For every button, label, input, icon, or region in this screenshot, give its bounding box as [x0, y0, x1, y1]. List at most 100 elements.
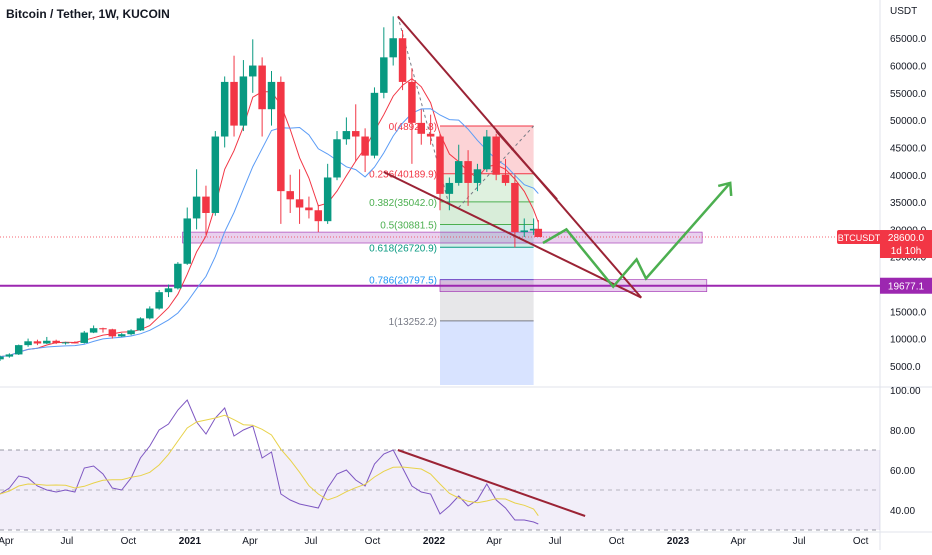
price-axis-tick: 55000.0	[890, 89, 927, 100]
candle-body	[483, 136, 491, 170]
price-axis-tick: 5000.0	[890, 362, 921, 373]
fib-level-label: 0.786(20797.5)	[369, 276, 437, 287]
candle-body	[417, 122, 426, 134]
fib-zone	[440, 224, 534, 248]
candle-body	[445, 182, 454, 194]
price-axis-currency: USDT	[890, 6, 917, 17]
candle-body	[314, 210, 323, 222]
candle-body	[295, 199, 304, 208]
rsi-line	[0, 399, 539, 525]
time-axis-tick: Apr	[0, 536, 14, 547]
candle-body	[333, 139, 341, 178]
candle-body	[511, 182, 519, 233]
fib-level-label: 0.382(35042.0)	[369, 198, 437, 209]
candle-body	[389, 38, 397, 58]
rsi-ma-line	[0, 414, 539, 516]
candle-body	[426, 133, 435, 137]
fib-level-label: 0(48922.8)	[389, 122, 437, 133]
candle-body	[408, 81, 416, 123]
price-axis-tick: 45000.0	[890, 143, 927, 154]
candle-body	[305, 207, 313, 211]
candle-body	[361, 136, 369, 156]
wedge-inner-line	[495, 130, 558, 200]
projection-path	[542, 182, 732, 289]
fib-level-label: 0.618(26720.9)	[369, 243, 437, 254]
price-axis-tick: 25000.0	[890, 253, 927, 264]
price-axis-tick: 40000.0	[890, 171, 927, 182]
candle-body	[5, 354, 14, 357]
wedge-lower-line	[383, 171, 642, 299]
candle-body	[529, 228, 538, 231]
candle-body	[43, 340, 51, 344]
price-axis-tick: 35000.0	[890, 198, 927, 209]
fib-level-label: 0.5(30881.5)	[380, 221, 437, 232]
candle-body	[258, 65, 266, 110]
candle-body	[108, 329, 117, 337]
fib-zone-extension	[440, 320, 534, 385]
candle-body	[211, 136, 220, 213]
time-axis-tick: Oct	[365, 536, 381, 547]
rsi-axis-tick: 60.00	[890, 466, 915, 477]
time-axis-tick: Oct	[853, 536, 869, 547]
fib-level-label: 1(13252.2)	[389, 317, 437, 328]
candle-body	[286, 191, 294, 200]
candle-body	[239, 76, 248, 126]
candle-body	[52, 340, 60, 343]
price-axis-tick: 60000.0	[890, 62, 927, 73]
candle-body	[33, 341, 42, 344]
candle-body	[370, 92, 379, 156]
candle-body	[183, 218, 191, 264]
candle-body	[146, 308, 154, 319]
candle-body	[352, 131, 360, 137]
chart-title: Bitcoin / Tether, 1W, KUCOIN	[6, 7, 170, 21]
price-axis-tick: 50000.0	[890, 116, 927, 127]
price-axis-tick: 10000.0	[890, 335, 927, 346]
candle-body	[454, 161, 463, 183]
rsi-axis-tick: 40.00	[890, 506, 915, 517]
candle-body	[249, 65, 257, 77]
price-axis-tick: 15000.0	[890, 307, 927, 318]
time-axis-tick: Jul	[793, 536, 806, 547]
support-badge-value: 19677.1	[888, 282, 925, 293]
fib-zone	[440, 173, 534, 202]
last-price-value: 28600.0	[888, 233, 925, 244]
time-axis-tick: Apr	[730, 536, 746, 547]
candle-body	[277, 81, 285, 192]
support-badge	[880, 277, 932, 294]
time-axis-tick: Jul	[60, 536, 73, 547]
candle-body	[473, 169, 482, 183]
time-axis-tick: Apr	[242, 536, 258, 547]
time-axis-tick: Apr	[486, 536, 502, 547]
candle-body	[99, 328, 107, 330]
candle-body	[398, 38, 407, 82]
support-zone-upper	[182, 231, 703, 244]
candle-body	[155, 292, 163, 309]
candle-body	[492, 136, 500, 175]
candle-body	[0, 356, 4, 360]
candle-body	[220, 81, 229, 137]
symbol-badge-label: BTCUSDT	[838, 233, 881, 243]
candle-body	[164, 288, 173, 293]
candle-body	[127, 330, 135, 335]
candle-body	[80, 332, 88, 343]
ma-line-blue	[0, 108, 539, 358]
time-axis-tick: Oct	[121, 536, 137, 547]
candle-body	[174, 263, 182, 289]
candle-body	[323, 177, 332, 222]
time-axis-tick: 2023	[667, 536, 690, 547]
last-price-badge	[880, 230, 932, 259]
candle-body	[192, 196, 201, 219]
candle-body	[267, 81, 276, 110]
fib-zone	[440, 201, 534, 225]
time-axis-tick: Jul	[305, 536, 318, 547]
symbol-badge	[837, 230, 881, 245]
rsi-axis-tick: 80.00	[890, 426, 915, 437]
candle-body	[520, 230, 528, 233]
candle-body	[61, 342, 70, 344]
time-axis-tick: 2021	[179, 536, 202, 547]
fib-zone	[440, 247, 534, 280]
candle-body	[89, 328, 98, 333]
candle-body	[71, 342, 79, 344]
